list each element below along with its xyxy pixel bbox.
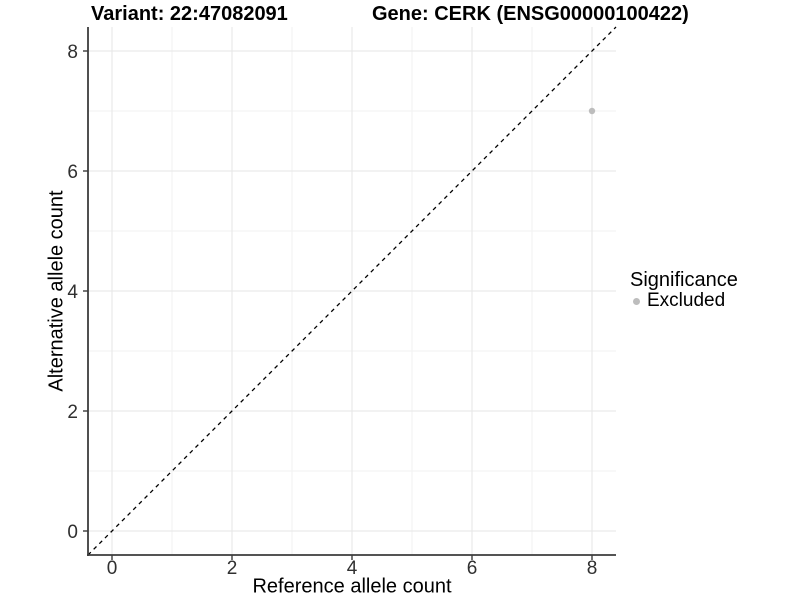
legend: Significance Excluded	[628, 269, 738, 311]
y-axis-title: Alternative allele count	[45, 190, 68, 392]
x-axis-title: Reference allele count	[252, 575, 452, 598]
y-tick-label: 6	[67, 162, 78, 183]
plot-title-gene: Gene: CERK (ENSG00000100422)	[372, 3, 689, 25]
legend-point-icon	[633, 297, 640, 305]
data-point-excluded	[588, 107, 596, 115]
legend-item-excluded: Excluded	[628, 290, 738, 311]
x-tick-label: 8	[587, 558, 598, 579]
y-tick-label: 8	[67, 42, 78, 63]
x-tick-label: 6	[467, 558, 478, 579]
y-tick-label: 0	[67, 522, 78, 543]
x-tick-label: 2	[227, 558, 238, 579]
x-tick-label: 4	[347, 558, 358, 579]
y-tick-label: 2	[67, 402, 78, 423]
plot-title-variant: Variant: 22:47082091	[91, 3, 288, 25]
x-tick-label: 0	[107, 558, 118, 579]
legend-title: Significance	[630, 269, 738, 291]
legend-item-label: Excluded	[647, 290, 726, 311]
y-tick-label: 4	[67, 282, 78, 303]
